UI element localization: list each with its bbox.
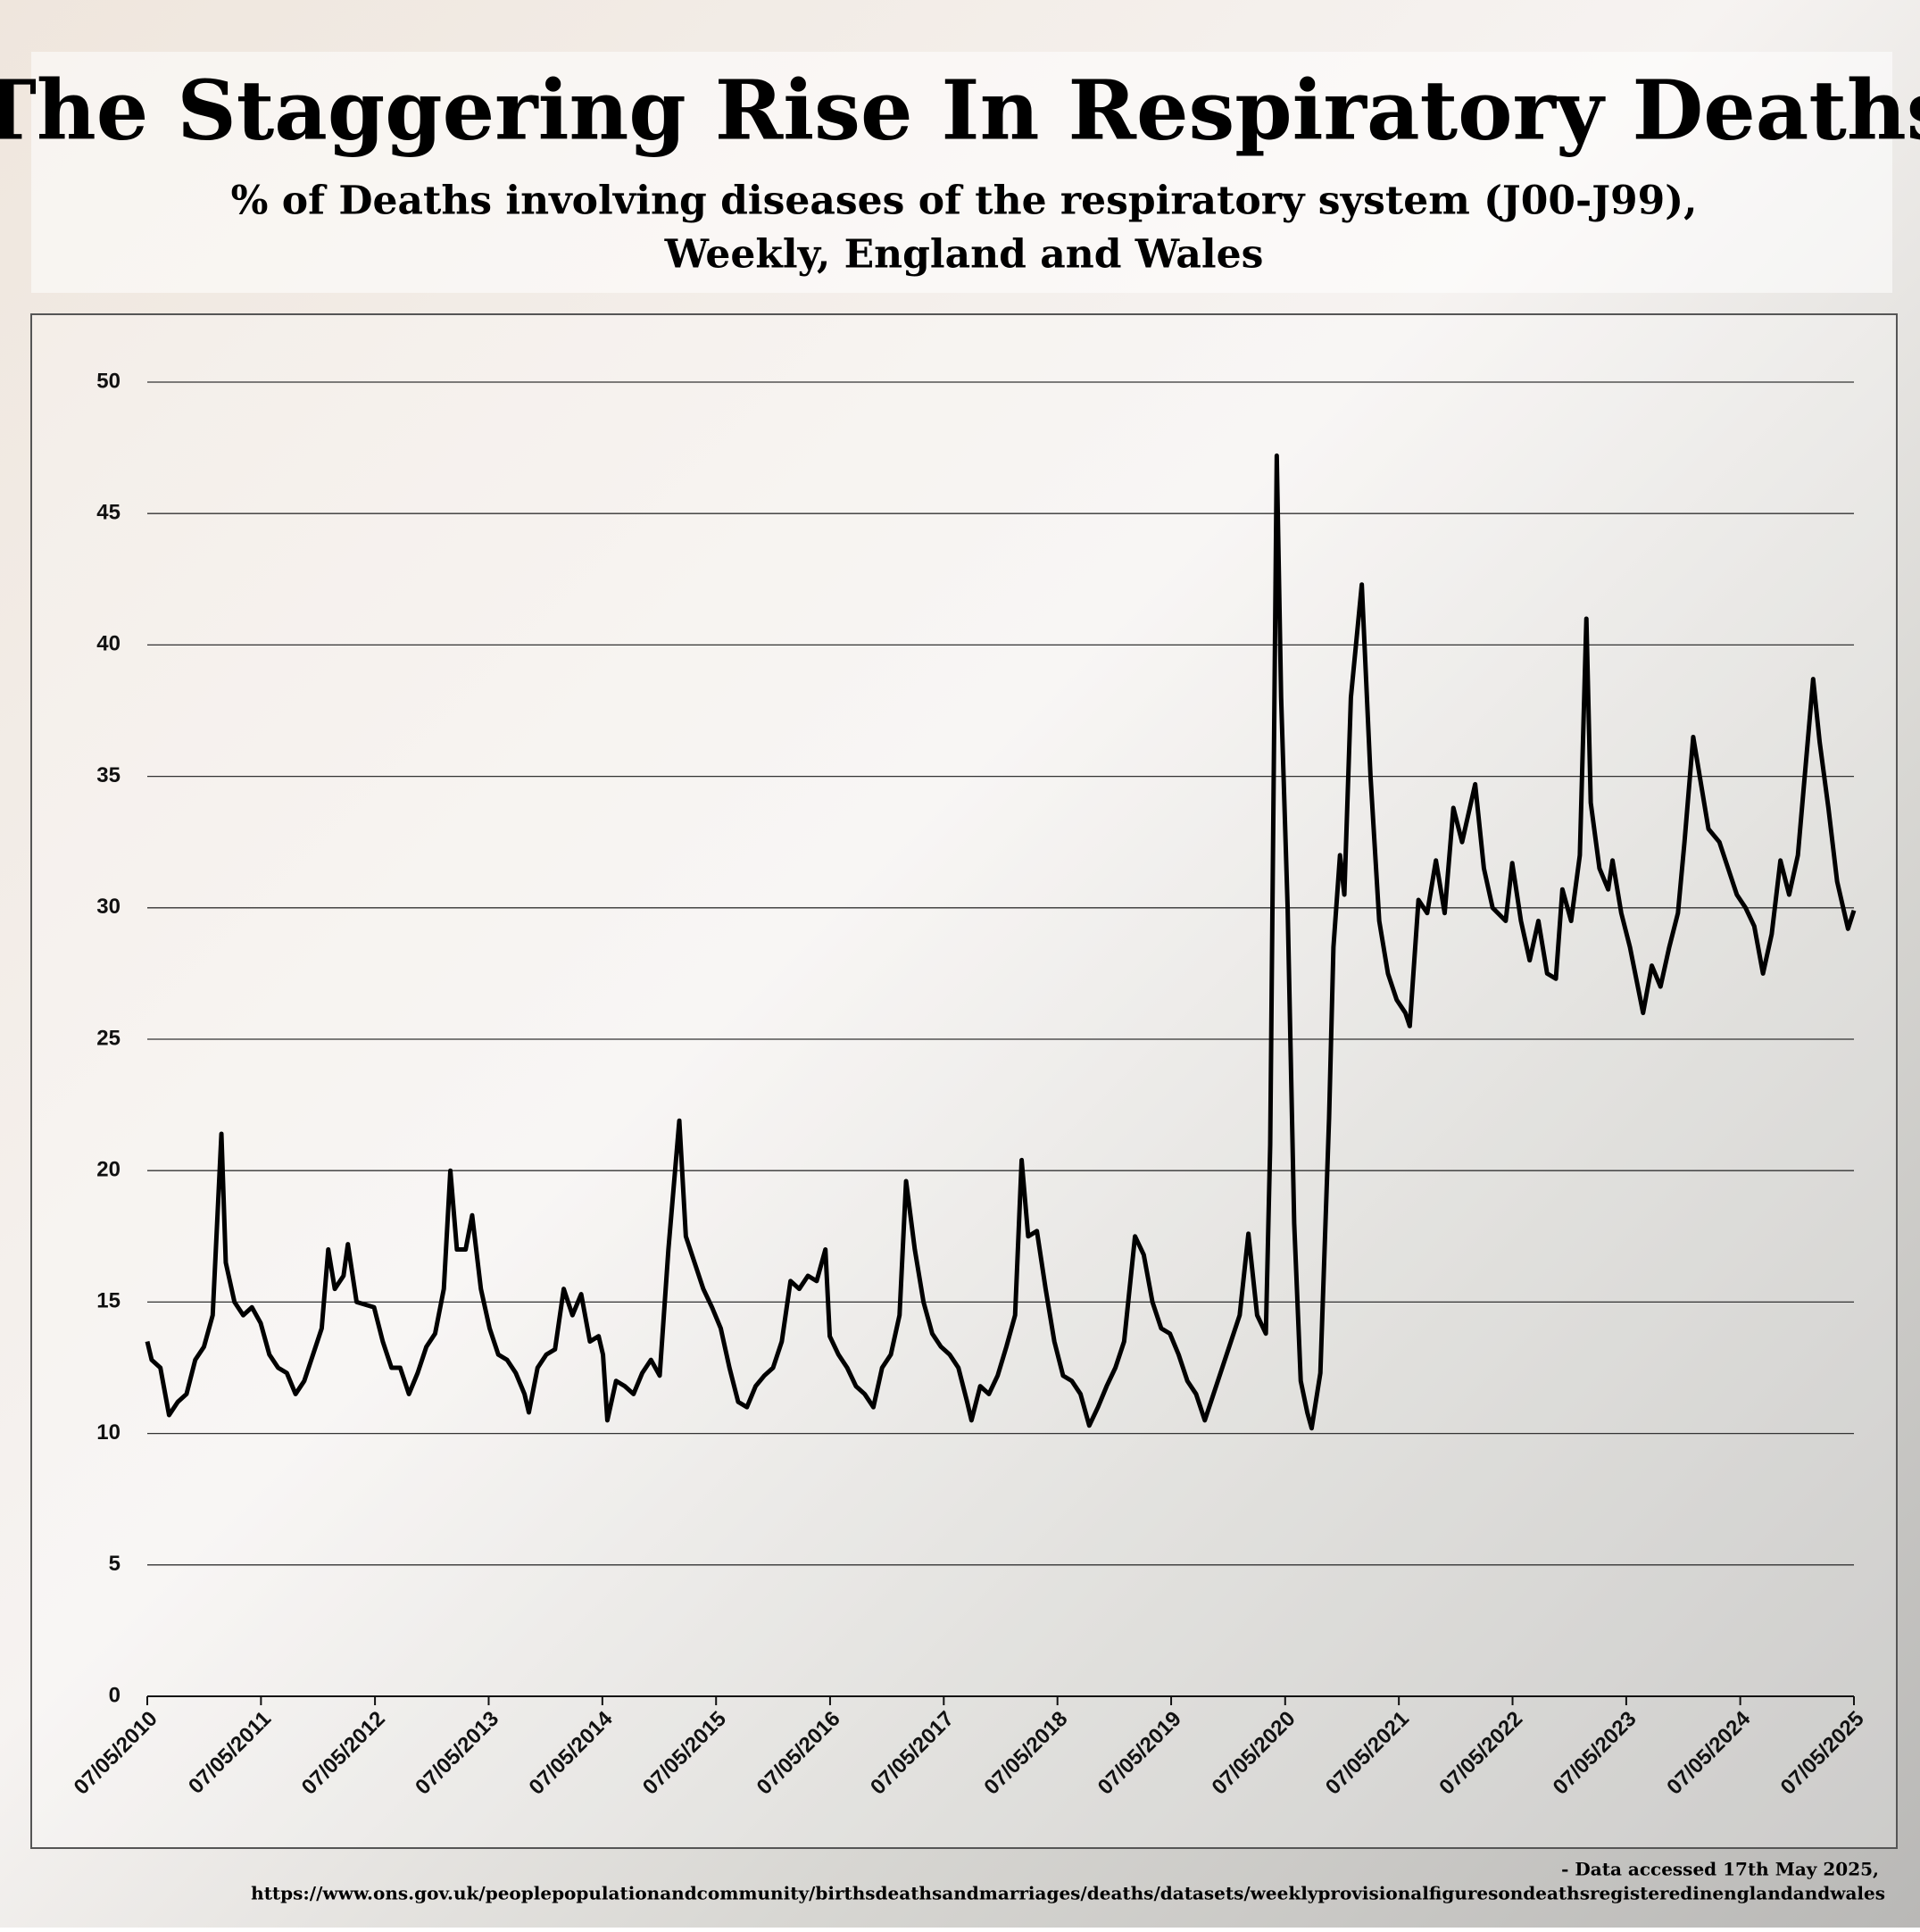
y-tick-label: 5 [109,1552,121,1576]
footnote: https://www.ons.gov.uk/peoplepopulationa… [251,1883,1885,1904]
y-tick-label: 45 [96,501,121,525]
y-tick-label: 10 [96,1420,121,1445]
y-tick-label: 0 [109,1683,121,1707]
y-tick-label: 35 [96,763,121,787]
y-tick-label: 20 [96,1158,121,1182]
y-tick-label: 15 [96,1289,121,1313]
plot-frame [30,313,1898,1849]
chart-subtitle: Weekly, England and Wales [664,232,1264,278]
y-tick-label: 50 [96,369,121,393]
title-box [31,52,1892,293]
y-tick-label: 40 [96,632,121,656]
data-line [145,453,1857,1431]
chart-subtitle: % of Deaths involving diseases of the re… [231,179,1698,224]
y-tick-label: 25 [96,1026,121,1050]
y-tick-label: 30 [96,895,121,919]
chart-title: The Staggering Rise In Respiratory Death… [0,62,1920,159]
footnote: - Data accessed 17th May 2025, [1561,1859,1879,1880]
